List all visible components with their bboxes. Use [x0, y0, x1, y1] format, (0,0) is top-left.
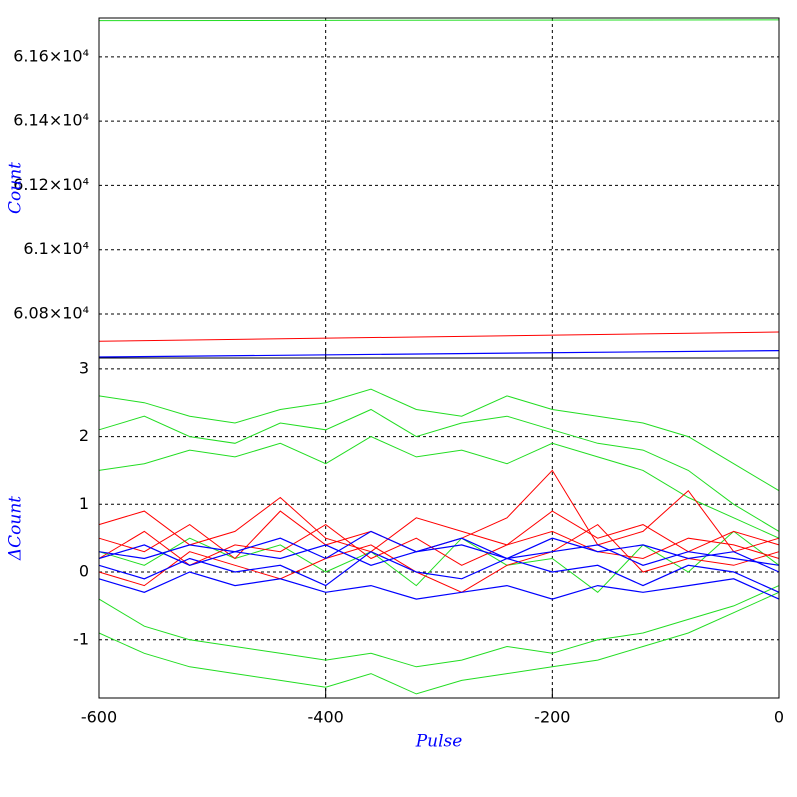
series-line — [98, 585, 780, 668]
y-tick-label: 3 — [79, 358, 89, 377]
series-line — [98, 530, 780, 573]
x-axis-label: Pulse — [415, 732, 463, 752]
x-tick-label: -200 — [534, 708, 570, 727]
series-line — [98, 350, 780, 358]
y-tick-label: 0 — [79, 562, 89, 581]
series-line — [98, 537, 780, 566]
y-axis-label: Count — [6, 162, 26, 214]
plot-frame — [98, 357, 780, 699]
series-line — [98, 551, 780, 593]
x-tick-label: 0 — [774, 708, 784, 727]
series-line — [98, 436, 780, 539]
plot-frame — [98, 17, 780, 359]
y-tick-label: 1 — [79, 494, 89, 513]
y-tick-label: 6.12×10⁴ — [13, 175, 89, 194]
y-tick-label: 2 — [79, 426, 89, 445]
series-line — [98, 523, 780, 593]
y-axis-label: ΔCount — [6, 496, 26, 561]
y-tick-label: 6.16×10⁴ — [13, 46, 89, 65]
series-line — [98, 571, 780, 600]
y-tick-label: 6.08×10⁴ — [13, 303, 89, 322]
x-tick-label: -600 — [81, 708, 117, 727]
y-tick-label: 6.14×10⁴ — [13, 111, 89, 130]
y-tick-label: 6.1×10⁴ — [23, 239, 89, 258]
series-line — [98, 331, 780, 342]
series-line — [98, 408, 780, 532]
series-line — [98, 523, 780, 566]
series-line — [98, 496, 780, 553]
series-line — [98, 388, 780, 492]
x-tick-label: -400 — [308, 708, 344, 727]
y-tick-label: -1 — [73, 629, 89, 648]
series-line — [98, 19, 780, 22]
series-line — [98, 591, 780, 695]
